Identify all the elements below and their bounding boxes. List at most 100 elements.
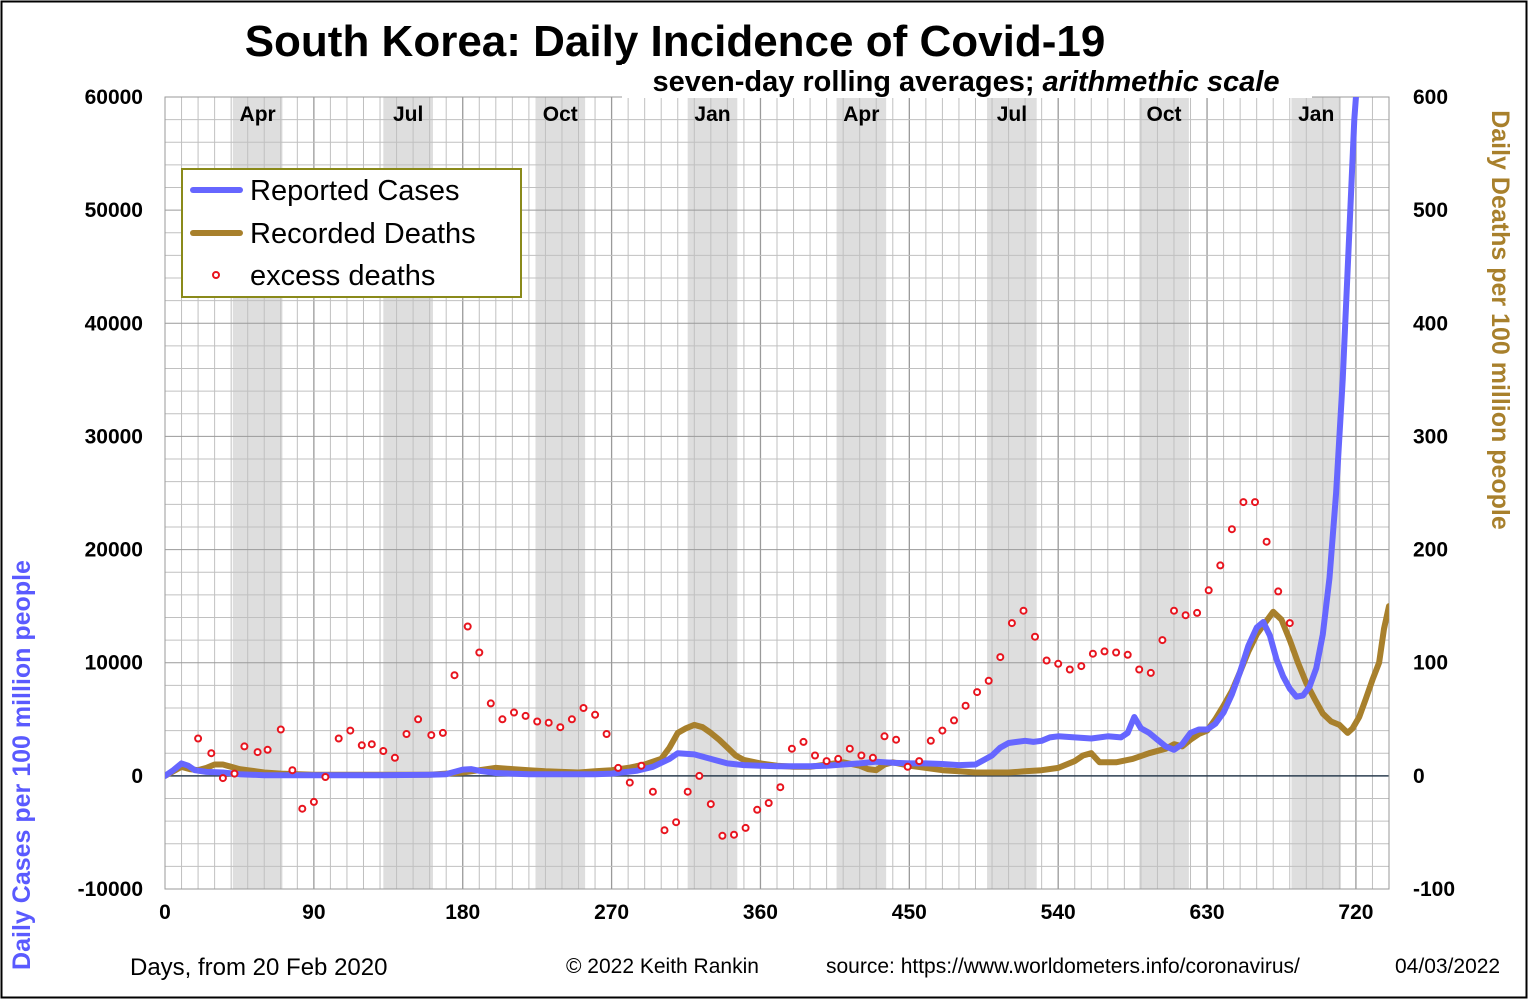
legend-cases-label: Reported Cases	[250, 175, 460, 207]
month-bands	[232, 97, 1342, 889]
chart-subtitle: seven-day rolling averages; arithmethic …	[652, 66, 1279, 98]
excess-death-point	[579, 704, 588, 712]
month-band-label: Apr	[843, 103, 879, 126]
y-tick-label-left: -10000	[78, 878, 143, 901]
month-band-label: Oct	[543, 103, 578, 126]
excess-death-point	[984, 676, 993, 685]
excess-death-point	[390, 753, 399, 762]
excess-death-point	[903, 762, 912, 771]
excess-death-point	[961, 701, 970, 710]
excess-death-point	[1100, 647, 1109, 656]
excess-death-point	[660, 826, 669, 835]
excess-death-point	[706, 800, 715, 809]
y-axis-left-label: Daily Cases per 100 million people	[8, 560, 36, 970]
excess-death-point	[834, 754, 843, 763]
excess-death-point	[1251, 498, 1259, 507]
source-text: source: https://www.worldometers.info/co…	[826, 955, 1300, 978]
subtitle-plain: seven-day rolling averages;	[652, 66, 1042, 98]
y-axis-right-label: Daily Deaths per 100 million people	[1486, 110, 1514, 530]
excess-death-point	[1031, 632, 1039, 641]
legend-excess-label: excess deaths	[250, 260, 435, 292]
subtitle-italic: arithmethic scale	[1043, 66, 1280, 98]
excess-death-point	[938, 726, 947, 735]
credit-text: © 2022 Keith Rankin	[566, 955, 759, 978]
excess-death-point	[753, 805, 762, 814]
y-tick-label-right: 0	[1413, 765, 1425, 788]
excess-death-point	[1007, 619, 1016, 628]
excess-death-point	[672, 818, 681, 827]
month-band	[1291, 97, 1342, 889]
excess-death-point	[648, 787, 657, 796]
excess-death-point	[637, 761, 646, 770]
excess-death-point	[521, 711, 530, 720]
excess-death-point	[1170, 606, 1178, 615]
y-tick-label-left: 40000	[85, 312, 143, 335]
excess-death-point	[683, 787, 692, 796]
series-line-reported-cases	[165, 97, 1359, 779]
y-tick-label-right: 200	[1413, 539, 1448, 562]
month-band-label: Apr	[240, 103, 276, 126]
excess-death-point	[263, 745, 272, 754]
excess-death-point	[1123, 650, 1132, 659]
x-tick-label: 630	[1190, 901, 1225, 924]
x-tick-label: 0	[159, 901, 171, 924]
excess-death-point	[240, 742, 249, 751]
excess-death-point	[1112, 648, 1121, 657]
excess-death-point	[379, 747, 388, 755]
excess-death-point	[1262, 537, 1271, 546]
excess-death-point	[321, 773, 330, 781]
excess-death-point	[857, 751, 866, 760]
excess-death-point	[463, 622, 472, 631]
excess-death-point	[427, 731, 436, 740]
excess-death-point	[602, 730, 611, 738]
y-tick-label-left: 0	[131, 765, 143, 788]
excess-death-point	[880, 732, 889, 741]
x-tick-label: 360	[743, 901, 778, 924]
excess-death-point	[718, 831, 727, 840]
excess-death-point	[556, 723, 565, 732]
excess-death-point	[1077, 662, 1086, 671]
excess-death-point	[811, 751, 819, 760]
excess-death-point	[1227, 525, 1236, 534]
excess-death-point	[475, 648, 484, 657]
excess-death-point	[950, 716, 958, 725]
excess-death-point	[194, 734, 203, 743]
x-tick-label: 540	[1041, 901, 1076, 924]
legend-deaths-label: Recorded Deaths	[250, 218, 476, 250]
excess-death-point	[288, 766, 297, 775]
excess-death-point	[915, 757, 924, 766]
month-band-label: Oct	[1147, 103, 1182, 126]
excess-death-point	[892, 735, 901, 744]
excess-death-point	[996, 653, 1005, 662]
excess-death-point	[298, 804, 307, 813]
excess-death-point	[1193, 608, 1202, 617]
excess-death-point	[1274, 587, 1283, 596]
month-band-labels: Apr Jul Oct Jan Apr Jul Oct Jan	[240, 103, 1335, 126]
y-tick-label-left: 60000	[85, 86, 143, 109]
y-tick-label-right: 300	[1413, 425, 1448, 448]
excess-death-point	[1054, 659, 1063, 668]
date-text: 04/03/2022	[1395, 955, 1500, 978]
excess-death-point	[926, 736, 935, 745]
excess-death-point	[207, 749, 216, 758]
x-axis-label: Days, from 20 Feb 2020	[130, 954, 387, 981]
excess-death-point	[218, 774, 227, 783]
excess-death-point	[438, 728, 447, 737]
excess-death-point	[1042, 656, 1051, 665]
legend-excess-marker	[212, 271, 220, 279]
x-tick-label: 450	[892, 901, 927, 924]
axis-tick-labels: 0 90 180 270 360 450 540 630 720-100000100002000…	[78, 86, 1455, 924]
excess-death-point	[414, 715, 423, 724]
excess-death-point	[498, 715, 507, 724]
excess-death-point	[402, 730, 411, 738]
month-band-label: Jul	[997, 103, 1027, 126]
month-band	[687, 97, 738, 889]
month-band	[987, 97, 1037, 889]
excess-death-point	[1146, 668, 1155, 677]
x-tick-label: 90	[302, 901, 325, 924]
excess-death-point	[614, 763, 623, 772]
excess-death-point	[845, 744, 854, 753]
y-tick-label-right: 600	[1413, 86, 1448, 109]
excess-death-point	[730, 830, 738, 839]
